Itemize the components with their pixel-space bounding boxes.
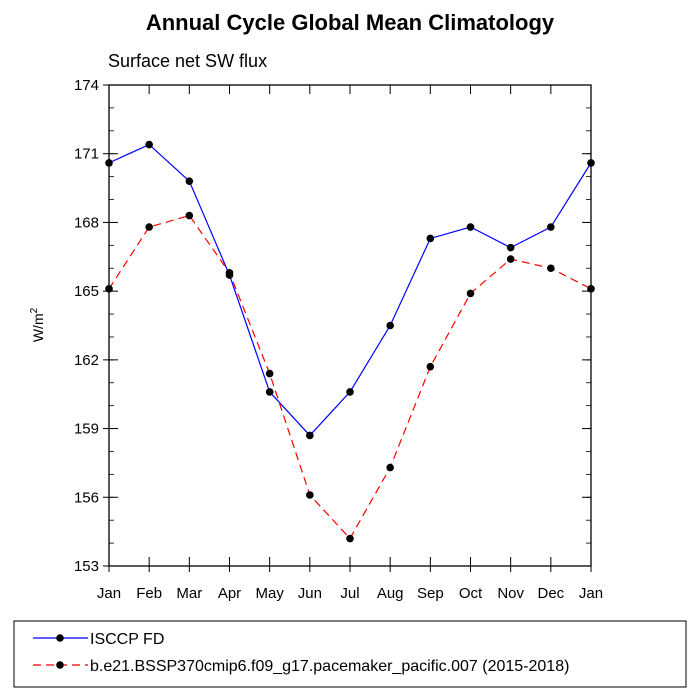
x-tick-label: Mar [176,585,202,602]
data-point [507,244,515,252]
x-tick-label: May [255,585,284,602]
y-axis-label: W/m2 [29,307,46,342]
legend-marker [56,634,64,642]
legend-label-1: ISCCP FD [90,631,164,648]
data-point [467,223,475,231]
legend-marker [56,661,64,669]
y-tick-label: 174 [74,77,99,94]
x-tick-label: Feb [136,585,162,602]
y-tick-label: 171 [74,146,99,163]
x-tick-label: Jul [340,585,359,602]
x-tick-label: Apr [218,585,241,602]
data-point [306,432,314,440]
data-point [186,177,194,185]
data-point [507,255,515,263]
data-point [145,141,153,149]
y-tick-label: 159 [74,421,99,438]
data-point [266,370,274,378]
data-point [266,388,274,396]
x-tick-label: Jun [298,585,322,602]
y-axis-label-text: W/m [30,313,46,342]
y-tick-label: 153 [74,558,99,575]
y-tick-label: 168 [74,214,99,231]
y-tick-label: 165 [74,283,99,300]
x-tick-label: Nov [497,585,524,602]
legend: ISCCP FD b.e21.BSSP370cmip6.f09_g17.pacem… [14,621,686,687]
data-point [386,464,394,472]
data-point [226,269,234,277]
data-point [467,290,475,298]
data-point [427,235,435,243]
y-tick-label: 162 [74,352,99,369]
x-tick-label: Jan [97,585,121,602]
y-axis-label-superscript: 2 [29,307,40,313]
x-tick-label: Aug [377,585,404,602]
data-point [346,535,354,543]
chart-title: Annual Cycle Global Mean Climatology [146,10,555,35]
data-point [346,388,354,396]
data-point [186,212,194,220]
chart-subtitle: Surface net SW flux [108,51,267,71]
x-tick-label: Jan [579,585,603,602]
x-tick-label: Sep [417,585,444,602]
data-point [306,491,314,499]
series-line-2 [109,216,591,539]
data-point [386,322,394,330]
data-point [427,363,435,371]
data-point [547,264,555,272]
x-tick-label: Oct [459,585,483,602]
data-point [145,223,153,231]
plot-frame [109,85,591,566]
x-tick-label: Dec [537,585,564,602]
plot-area: 153 156 159 162 165 168 171 174 Jan Feb Mar Apr May J… [74,77,603,602]
data-point [547,223,555,231]
legend-label-2: b.e21.BSSP370cmip6.f09_g17.pacemaker_pac… [90,658,569,675]
y-tick-label: 156 [74,489,99,506]
